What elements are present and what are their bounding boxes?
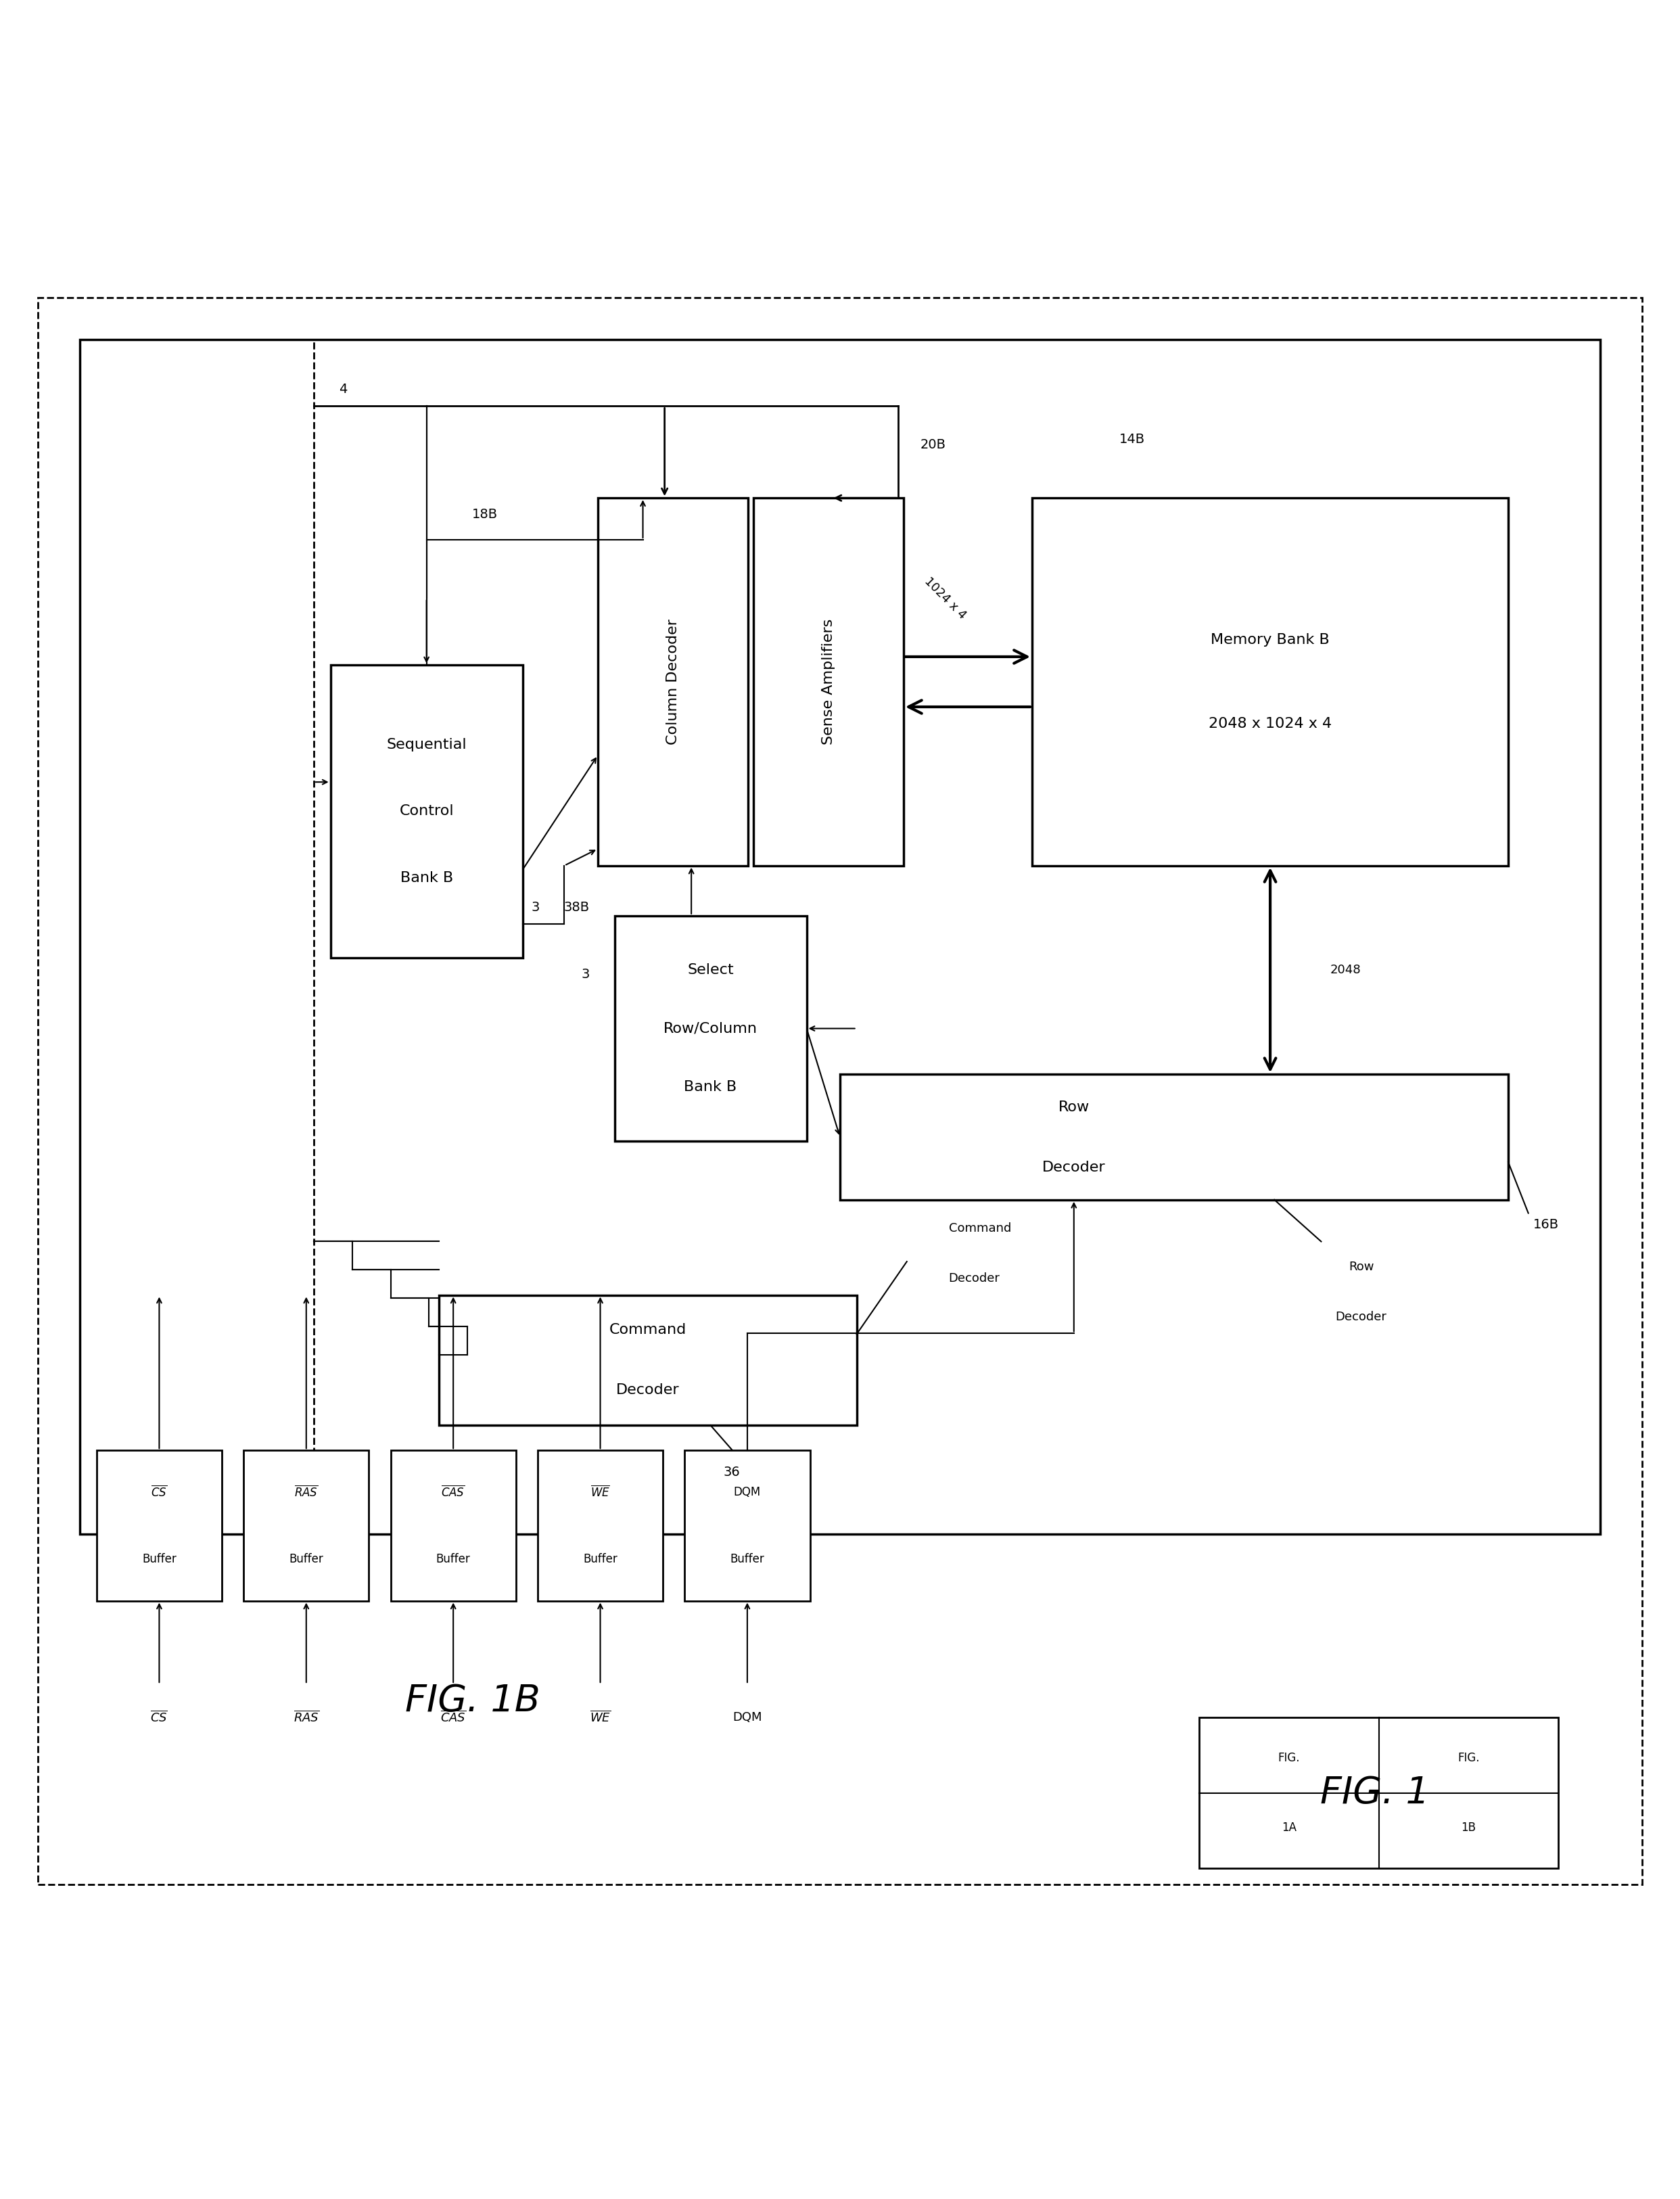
Text: Sense Amplifiers: Sense Amplifiers (822, 618, 835, 745)
FancyBboxPatch shape (331, 664, 522, 957)
Text: Decoder: Decoder (949, 1273, 1000, 1284)
Text: Bank B: Bank B (684, 1080, 738, 1093)
Text: 36: 36 (722, 1467, 739, 1478)
Text: 2048: 2048 (1331, 963, 1361, 976)
Text: Buffer: Buffer (289, 1552, 324, 1566)
Text: FIG. 1: FIG. 1 (1320, 1775, 1430, 1810)
FancyBboxPatch shape (1032, 497, 1509, 866)
Text: $\overline{WE}$: $\overline{WE}$ (590, 1711, 612, 1724)
Text: 16B: 16B (1534, 1218, 1559, 1231)
Text: Buffer: Buffer (731, 1552, 764, 1566)
Text: Bank B: Bank B (400, 871, 454, 884)
Text: 3: 3 (581, 968, 590, 981)
Text: Row/Column: Row/Column (664, 1023, 758, 1036)
Text: Buffer: Buffer (583, 1552, 618, 1566)
FancyBboxPatch shape (598, 497, 748, 866)
Text: Control: Control (400, 805, 454, 818)
Text: Decoder: Decoder (1336, 1311, 1388, 1324)
FancyBboxPatch shape (538, 1451, 664, 1601)
Text: 38B: 38B (563, 902, 590, 915)
Text: Row: Row (1349, 1260, 1374, 1273)
Text: 1024 x 4: 1024 x 4 (922, 574, 968, 622)
FancyBboxPatch shape (685, 1451, 810, 1601)
Text: Sequential: Sequential (386, 737, 467, 752)
Text: Select: Select (687, 963, 734, 976)
Text: 20B: 20B (921, 438, 946, 451)
Text: DQM: DQM (732, 1711, 763, 1724)
Text: $\overline{WE}$: $\overline{WE}$ (590, 1484, 610, 1500)
Text: 4: 4 (339, 383, 348, 396)
Text: 3: 3 (531, 902, 539, 915)
Text: 2048 x 1024 x 4: 2048 x 1024 x 4 (1208, 717, 1332, 730)
Text: FIG.: FIG. (1458, 1753, 1480, 1764)
Text: $\overline{RAS}$: $\overline{RAS}$ (294, 1484, 318, 1500)
FancyBboxPatch shape (840, 1075, 1509, 1201)
Text: Buffer: Buffer (437, 1552, 470, 1566)
Text: $\overline{CAS}$: $\overline{CAS}$ (440, 1711, 467, 1724)
Text: $\overline{CAS}$: $\overline{CAS}$ (442, 1484, 465, 1500)
Text: Decoder: Decoder (1042, 1161, 1105, 1174)
FancyBboxPatch shape (244, 1451, 370, 1601)
Text: FIG. 1B: FIG. 1B (405, 1682, 539, 1720)
FancyBboxPatch shape (438, 1295, 857, 1425)
Text: Buffer: Buffer (143, 1552, 176, 1566)
Text: Command: Command (949, 1223, 1011, 1234)
Text: Command: Command (610, 1324, 687, 1337)
Bar (81, 339, 1599, 1535)
FancyBboxPatch shape (753, 497, 904, 866)
Text: 14B: 14B (1119, 433, 1146, 446)
FancyBboxPatch shape (615, 915, 806, 1141)
Text: 1B: 1B (1462, 1821, 1477, 1834)
Text: $\overline{CS}$: $\overline{CS}$ (151, 1484, 168, 1500)
FancyBboxPatch shape (96, 1451, 222, 1601)
Text: 18B: 18B (472, 508, 497, 521)
Text: DQM: DQM (734, 1487, 761, 1498)
FancyBboxPatch shape (1200, 1717, 1559, 1869)
Text: 1A: 1A (1282, 1821, 1297, 1834)
Text: Column Decoder: Column Decoder (667, 618, 680, 745)
Text: Memory Bank B: Memory Bank B (1211, 633, 1329, 647)
Text: $\overline{CS}$: $\overline{CS}$ (151, 1711, 168, 1724)
Text: Decoder: Decoder (617, 1383, 679, 1396)
Text: FIG.: FIG. (1278, 1753, 1300, 1764)
Text: $\overline{RAS}$: $\overline{RAS}$ (294, 1711, 319, 1724)
FancyBboxPatch shape (391, 1451, 516, 1601)
Text: Row: Row (1058, 1100, 1090, 1113)
